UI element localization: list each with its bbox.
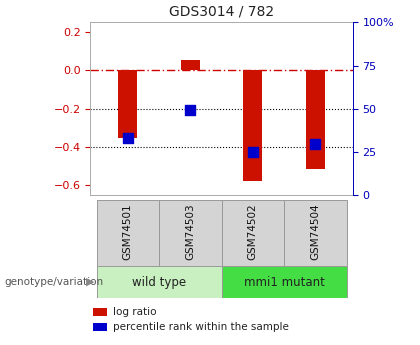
Text: wild type: wild type [132, 276, 186, 288]
Point [187, 107, 194, 112]
Bar [97, 200, 159, 266]
Point [124, 136, 131, 141]
Point [249, 149, 256, 155]
Title: GDS3014 / 782: GDS3014 / 782 [169, 4, 274, 19]
Text: ▶: ▶ [86, 277, 94, 287]
Bar [306, 70, 325, 169]
Text: GSM74503: GSM74503 [185, 203, 195, 260]
Bar [222, 266, 346, 298]
Bar [222, 200, 284, 266]
Bar [159, 200, 222, 266]
Text: genotype/variation: genotype/variation [4, 277, 103, 287]
Bar [244, 70, 262, 180]
Bar [181, 60, 200, 70]
Text: GSM74501: GSM74501 [123, 203, 133, 260]
Text: GSM74502: GSM74502 [248, 203, 258, 260]
Text: mmi1 mutant: mmi1 mutant [244, 276, 325, 288]
Bar [97, 266, 222, 298]
Bar [284, 200, 346, 266]
Bar [93, 323, 108, 331]
Text: percentile rank within the sample: percentile rank within the sample [113, 322, 289, 332]
Text: GSM74504: GSM74504 [310, 203, 320, 260]
Text: log ratio: log ratio [113, 307, 156, 317]
Bar [93, 308, 108, 316]
Point [312, 141, 319, 147]
Bar [118, 70, 137, 138]
